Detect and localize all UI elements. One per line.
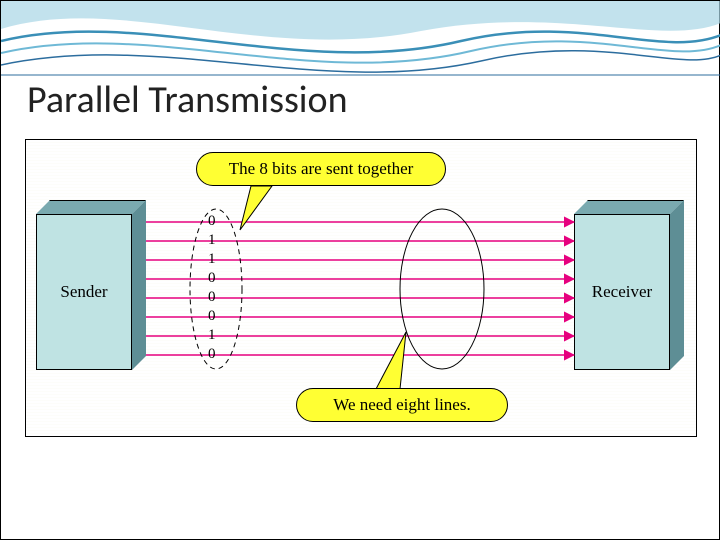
diagram-panel: Sender Receiver 01100010 — [25, 139, 697, 437]
callout-bottom: We need eight lines. — [296, 388, 508, 422]
bits-column: 01100010 — [208, 212, 216, 364]
bit-1: 1 — [208, 231, 216, 250]
lines-ellipse — [400, 209, 484, 369]
bit-6: 1 — [208, 326, 216, 345]
slide: Parallel Transmission Sender Receiver — [0, 0, 720, 540]
page-title: Parallel Transmission — [27, 77, 348, 123]
bit-0: 0 — [208, 212, 216, 231]
bit-3: 0 — [208, 269, 216, 288]
callout-bottom-text: We need eight lines. — [296, 388, 508, 422]
callout-top-tail — [240, 186, 272, 230]
callout-top: The 8 bits are sent together — [196, 152, 446, 186]
callout-bottom-tail — [376, 332, 406, 389]
bit-7: 0 — [208, 345, 216, 364]
bit-5: 0 — [208, 307, 216, 326]
callout-top-text: The 8 bits are sent together — [196, 152, 446, 186]
bit-2: 1 — [208, 250, 216, 269]
bits-ellipse — [190, 209, 242, 369]
bit-4: 0 — [208, 288, 216, 307]
